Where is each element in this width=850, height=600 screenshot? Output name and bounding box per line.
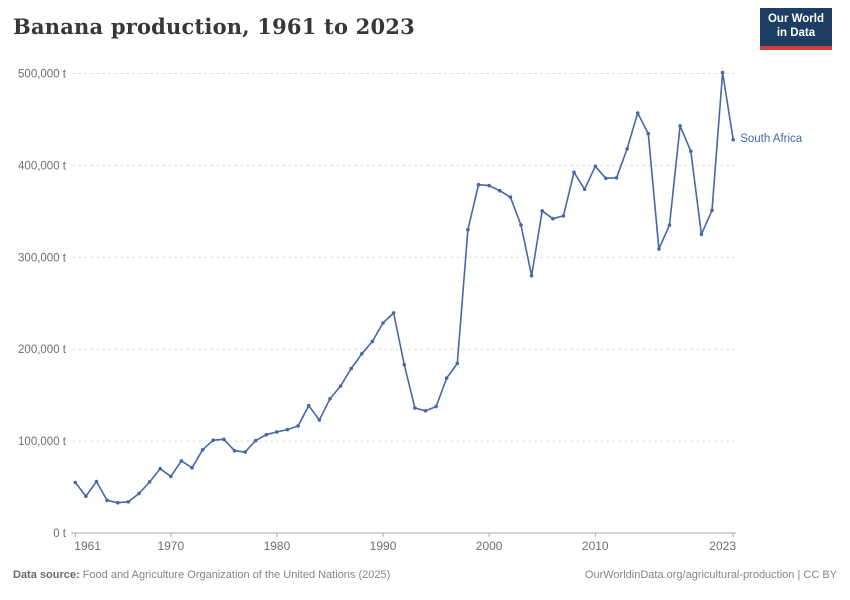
data-source-note: Data source: Food and Agriculture Organi… bbox=[13, 569, 390, 581]
data-point[interactable] bbox=[349, 366, 354, 371]
y-tick-label: 200,000 t bbox=[18, 344, 67, 356]
owid-logo[interactable]: Our World in Data bbox=[759, 8, 832, 50]
data-point[interactable] bbox=[476, 182, 481, 187]
data-point[interactable] bbox=[338, 384, 343, 388]
data-point[interactable] bbox=[498, 188, 502, 193]
data-point[interactable] bbox=[222, 437, 226, 442]
data-point[interactable] bbox=[667, 223, 672, 227]
data-point[interactable] bbox=[190, 466, 194, 470]
data-point[interactable] bbox=[593, 164, 598, 169]
chart-footer: Data source: Food and Agriculture Organi… bbox=[13, 569, 837, 581]
data-point[interactable] bbox=[646, 131, 651, 136]
data-point[interactable] bbox=[731, 137, 735, 142]
data-point[interactable] bbox=[413, 406, 417, 410]
data-point[interactable] bbox=[84, 494, 88, 499]
data-point[interactable] bbox=[211, 438, 215, 443]
x-tick-label: 1970 bbox=[157, 539, 184, 553]
data-point[interactable] bbox=[689, 149, 693, 153]
data-point[interactable] bbox=[179, 459, 184, 463]
data-point[interactable] bbox=[487, 183, 491, 188]
credit-note: OurWorldinData.org/agricultural-producti… bbox=[584, 569, 837, 581]
y-tick-label: 100,000 t bbox=[18, 436, 67, 448]
data-point[interactable] bbox=[604, 176, 608, 181]
data-point[interactable] bbox=[625, 147, 629, 151]
data-point[interactable] bbox=[137, 491, 141, 496]
y-tick-label: 300,000 t bbox=[18, 252, 67, 264]
data-point[interactable] bbox=[444, 376, 449, 380]
data-point[interactable] bbox=[169, 474, 173, 479]
data-point[interactable] bbox=[423, 409, 428, 413]
data-point[interactable] bbox=[720, 70, 725, 75]
data-point[interactable] bbox=[614, 176, 619, 180]
data-point[interactable] bbox=[296, 424, 300, 428]
data-point[interactable] bbox=[370, 339, 375, 344]
data-point[interactable] bbox=[582, 187, 587, 192]
x-tick-label: 1990 bbox=[370, 539, 397, 553]
data-point[interactable] bbox=[126, 500, 131, 504]
data-point[interactable] bbox=[508, 195, 513, 199]
data-point[interactable] bbox=[275, 430, 279, 434]
data-point[interactable] bbox=[200, 448, 205, 452]
x-tick-label: 2023 bbox=[709, 539, 736, 553]
data-point[interactable] bbox=[328, 397, 332, 401]
data-point[interactable] bbox=[317, 418, 322, 422]
data-point[interactable] bbox=[243, 450, 247, 454]
data-source-label: Data source: bbox=[13, 569, 80, 581]
data-point[interactable] bbox=[540, 209, 544, 213]
line-chart[interactable]: 0 t 100,000 t 200,000 t 300,000 t 400,000 t 5… bbox=[0, 0, 850, 560]
data-point[interactable] bbox=[699, 232, 704, 237]
y-tick-label: 500,000 t bbox=[18, 69, 67, 81]
data-point[interactable] bbox=[232, 448, 237, 453]
data-point[interactable] bbox=[455, 361, 460, 366]
data-point[interactable] bbox=[73, 480, 78, 485]
data-point[interactable] bbox=[657, 247, 661, 251]
data-point[interactable] bbox=[158, 466, 162, 471]
data-point[interactable] bbox=[264, 432, 269, 437]
data-point[interactable] bbox=[285, 427, 290, 432]
owid-logo-line1: Our World bbox=[767, 13, 824, 25]
data-point[interactable] bbox=[635, 111, 640, 115]
y-tick-label: 0 t bbox=[53, 528, 67, 540]
x-tick-label: 1961 bbox=[74, 539, 101, 553]
data-point[interactable] bbox=[561, 214, 566, 218]
data-point[interactable] bbox=[391, 311, 396, 315]
chart-title: Banana production, 1961 to 2023 bbox=[13, 14, 415, 39]
entity-label-south-africa[interactable]: South Africa bbox=[740, 132, 803, 145]
data-point[interactable] bbox=[572, 170, 576, 175]
data-point[interactable] bbox=[466, 227, 470, 232]
data-point[interactable] bbox=[678, 124, 682, 128]
data-point[interactable] bbox=[115, 500, 120, 505]
data-point[interactable] bbox=[253, 438, 258, 443]
data-point[interactable] bbox=[105, 498, 109, 503]
data-point[interactable] bbox=[402, 363, 407, 367]
y-tick-label: 400,000 t bbox=[18, 160, 67, 172]
data-point[interactable] bbox=[434, 404, 438, 409]
data-source-text: Food and Agriculture Organization of the… bbox=[79, 569, 391, 581]
data-point[interactable] bbox=[551, 216, 555, 221]
x-tick-label: 2010 bbox=[582, 539, 609, 553]
data-point[interactable] bbox=[519, 223, 523, 227]
data-point[interactable] bbox=[147, 480, 152, 484]
x-tick-label: 2000 bbox=[476, 539, 503, 553]
data-point[interactable] bbox=[381, 321, 385, 325]
data-point[interactable] bbox=[710, 208, 714, 213]
data-point[interactable] bbox=[306, 403, 311, 408]
x-tick-label: 1980 bbox=[264, 539, 291, 553]
data-point[interactable] bbox=[94, 479, 99, 484]
data-line-south-africa[interactable] bbox=[74, 71, 735, 504]
data-point[interactable] bbox=[529, 273, 534, 278]
owid-logo-line2: in Data bbox=[776, 26, 816, 39]
data-point[interactable] bbox=[360, 352, 364, 356]
